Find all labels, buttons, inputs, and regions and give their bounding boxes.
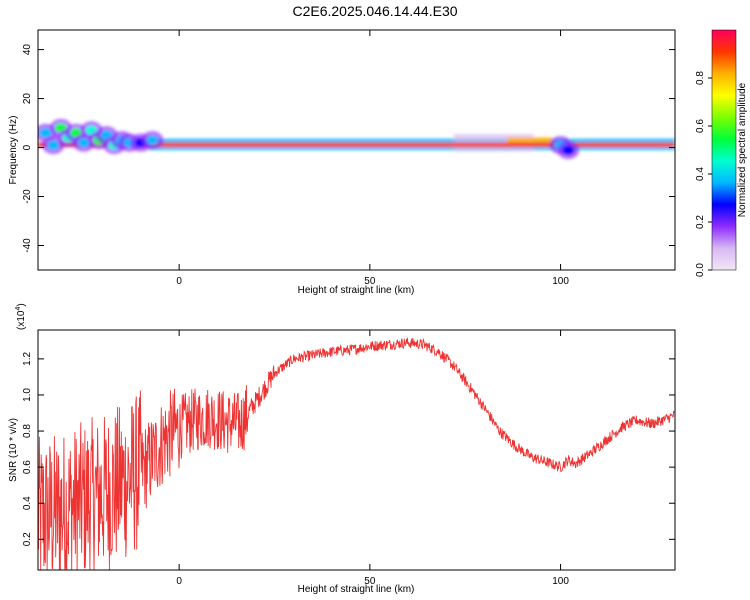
colorbar-tick-label-0: 0.0 — [695, 263, 706, 277]
heat-band-core-0 — [38, 142, 675, 148]
snr-xtick-label-0: 0 — [176, 576, 182, 587]
heat-blob-1 — [47, 140, 60, 150]
snr-y-axis-label: SNR (10 * v/v) — [8, 418, 19, 482]
colorbar-tick-label-4: 0.8 — [695, 71, 706, 85]
snr-background — [38, 330, 675, 570]
snr-ytick-label-3: 0.8 — [22, 424, 33, 438]
colorbar-label: Normalized spectral amplitude — [737, 82, 748, 217]
spectrogram-ytick-label-3: 20 — [22, 93, 33, 105]
snr-line-layer — [38, 337, 675, 570]
spectrogram-y-axis-label: Frequency (Hz) — [8, 116, 19, 185]
snr-ytick-label-1: 0.4 — [22, 496, 33, 510]
spectrogram-ytick-label-4: 40 — [22, 44, 33, 56]
spectrogram-image — [38, 118, 675, 159]
snr-y-multiplier-base: (x10 — [16, 310, 27, 330]
heat-blob-0 — [39, 128, 52, 138]
snr-ticks: 0 50 100 0.2 0.4 0.6 0.8 1.0 1.2 — [22, 330, 675, 587]
heat-blob-13 — [146, 135, 159, 145]
snr-frame — [37, 329, 676, 571]
snr-y-multiplier-exponent: 4 — [15, 307, 22, 311]
snr-xtick-label-1: 50 — [364, 576, 376, 587]
colorbar-scale — [711, 29, 737, 271]
spectrogram-xtick-label-0: 0 — [176, 276, 182, 287]
colorbar-ticks: 0.0 0.2 0.4 0.6 0.8 — [695, 71, 712, 277]
snr-ytick-label-5: 1.2 — [22, 351, 33, 365]
spectrogram-ytick-label-0: -40 — [22, 238, 33, 253]
snr-y-multiplier-close: ) — [16, 303, 27, 306]
snr-ytick-label-2: 0.6 — [22, 460, 33, 474]
snr-y-multiplier: (x104) — [15, 303, 27, 330]
snr-series-line — [38, 337, 675, 570]
spectrogram-panel: 0 50 100 -40 -20 0 20 40 Height of straight lin… — [8, 29, 676, 296]
spectrogram-frame — [37, 29, 676, 271]
colorbar-tick-label-3: 0.6 — [695, 119, 706, 133]
heat-blob-15 — [562, 145, 575, 155]
heat-band-core-1 — [507, 137, 553, 143]
snr-x-axis-label: Height of straight line (km) — [298, 584, 415, 595]
chart-title: C2E6.2025.046.14.44.E30 — [292, 3, 457, 19]
colorbar: 0.0 0.2 0.4 0.6 0.8 Normalized spectral ampl… — [695, 29, 748, 277]
spectrogram-x-axis-label: Height of straight line (km) — [298, 285, 415, 296]
spectrogram-ytick-label-1: -20 — [22, 189, 33, 204]
colorbar-tick-label-1: 0.2 — [695, 215, 706, 229]
spectrogram-xtick-label-1: 50 — [364, 276, 376, 287]
colorbar-tick-label-2: 0.4 — [695, 167, 706, 181]
snr-ytick-label-4: 1.0 — [22, 388, 33, 402]
spectrogram-xtick-label-2: 100 — [552, 276, 569, 287]
snr-panel: 0 50 100 0.2 0.4 0.6 0.8 1.0 1.2 Height of strai… — [8, 303, 676, 595]
snr-ytick-label-0: 0.2 — [22, 532, 33, 546]
heat-blob-5 — [77, 138, 90, 148]
snr-xtick-label-2: 100 — [552, 576, 569, 587]
spectrogram-ytick-label-2: 0 — [22, 144, 33, 150]
spectrogram-ticks: 0 50 100 -40 -20 0 20 40 — [22, 30, 675, 287]
